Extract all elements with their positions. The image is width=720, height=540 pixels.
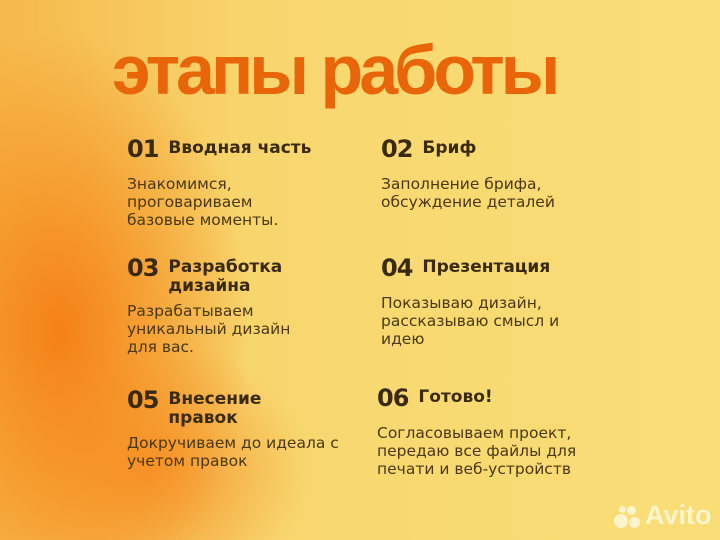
step-heading: Разработка дизайна [168,257,283,296]
step-02: 02 Бриф Заполнение брифа, обсуждение дета… [381,137,601,211]
step-heading: Бриф [422,138,477,158]
step-03: 03 Разработка дизайна Разрабатываем уника… [127,256,347,356]
step-body: Знакомимся, проговариваем базовые момент… [127,175,279,229]
step-body: Докручиваем до идеала с учетом правок [127,434,339,470]
step-heading: Готово! [418,387,493,407]
step-heading: Внесение правок [168,389,262,428]
step-body: Согласовываем проект, передаю все файлы … [377,424,577,478]
step-04: 04 Презентация Показываю дизайн, рассказы… [381,256,601,348]
step-heading: Презентация [422,257,551,277]
step-05: 05 Внесение правок Докручиваем до идеала … [127,388,357,470]
avito-watermark: Avito [614,500,712,531]
step-number: 06 [377,384,409,412]
page-title: этапы работы [112,31,560,109]
avito-wordmark: Avito [645,500,712,530]
step-number: 02 [381,135,413,163]
step-body: Заполнение брифа, обсуждение деталей [381,175,555,211]
avito-logo-icon [614,504,642,528]
step-body: Разрабатываем уникальный дизайн для вас. [127,302,291,356]
step-heading: Вводная часть [168,138,312,158]
step-06: 06 Готово! Согласовываем проект, передаю … [377,386,607,478]
step-body: Показываю дизайн, рассказываю смысл и ид… [381,294,560,348]
step-number: 05 [127,386,159,414]
step-number: 03 [127,254,159,282]
step-number: 04 [381,254,413,282]
step-01: 01 Вводная часть Знакомимся, проговаривае… [127,137,347,229]
step-number: 01 [127,135,159,163]
